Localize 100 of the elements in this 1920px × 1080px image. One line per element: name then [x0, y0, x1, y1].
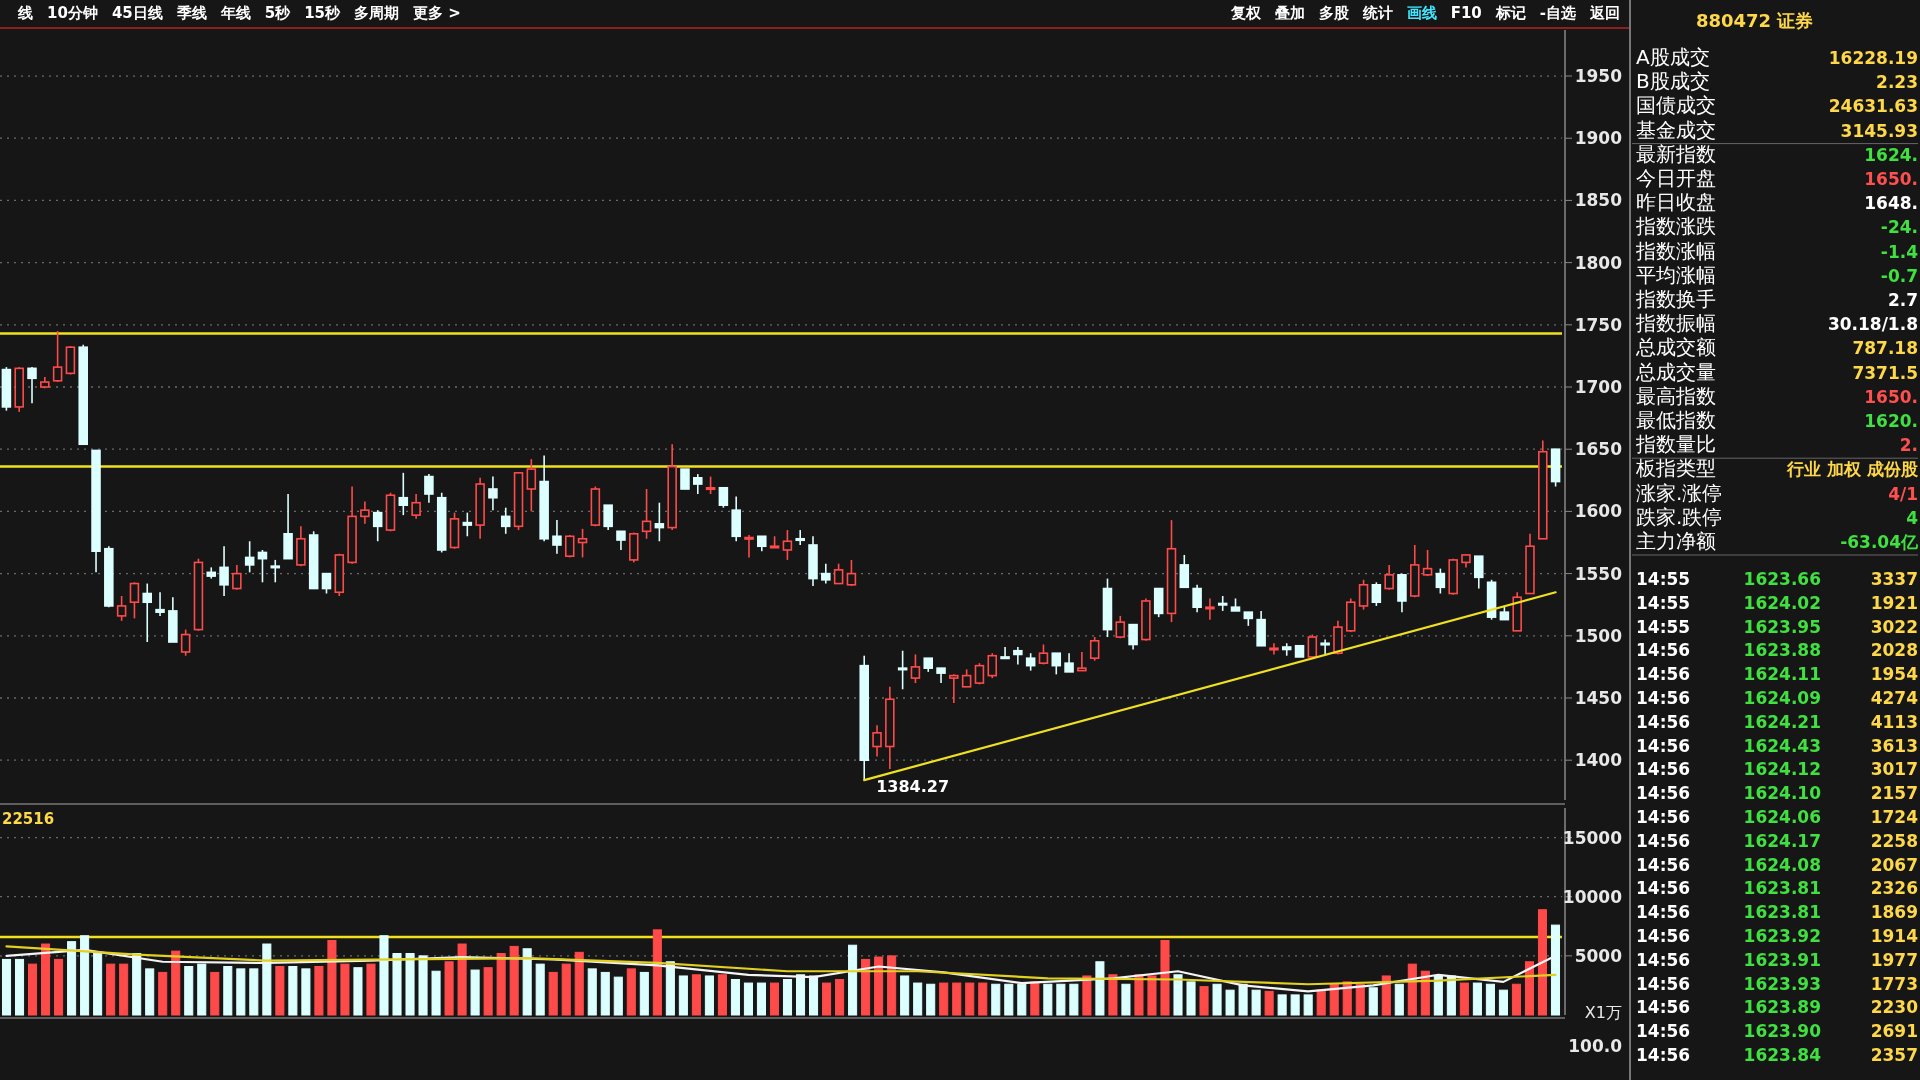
bar	[288, 966, 298, 1016]
data-label: 1624.08	[1743, 854, 1821, 875]
candlestick	[219, 545, 229, 597]
bar	[1511, 983, 1521, 1016]
bar	[483, 967, 493, 1016]
text: 30.18/1.8	[1827, 314, 1918, 335]
candlestick	[1358, 579, 1369, 611]
candlestick	[180, 628, 191, 657]
category-label: 更多 >	[413, 4, 461, 22]
bar	[939, 982, 949, 1016]
bar	[952, 982, 962, 1016]
candlestick	[910, 653, 921, 684]
category-label: 国债成交	[1636, 93, 1716, 118]
category-label: 14:56	[1636, 973, 1691, 994]
category-label: 平均涨幅	[1636, 262, 1716, 287]
text: 行业 加权 成份股	[1787, 459, 1918, 480]
category-label: 14:56	[1636, 783, 1691, 804]
y-tick-label: 1700	[1574, 377, 1623, 398]
bar	[1017, 983, 1027, 1016]
candlestick	[821, 562, 831, 585]
candlestick	[1089, 636, 1100, 662]
text: 16228.19	[1828, 48, 1918, 68]
category-label: 14:56	[1636, 759, 1691, 780]
data-label: 1624.17	[1743, 830, 1821, 851]
data-label: 1623.92	[1743, 926, 1821, 946]
category-label: 画线	[1406, 4, 1437, 22]
bar	[106, 963, 116, 1016]
bar	[1355, 983, 1365, 1016]
text: 4/1	[1888, 483, 1918, 504]
annotation: 1384.27	[876, 776, 950, 796]
bar	[887, 955, 897, 1016]
candlestick	[232, 564, 242, 591]
bar	[171, 950, 181, 1016]
category-label: 14:56	[1636, 640, 1691, 661]
category-label: 最新指数	[1636, 141, 1716, 166]
category-label: 返回	[1589, 4, 1620, 22]
candlestick	[1205, 597, 1215, 621]
bar	[1134, 974, 1144, 1016]
category-label: 季线	[175, 4, 207, 22]
bar	[80, 935, 90, 1016]
candlestick	[872, 724, 882, 758]
data-label: 2230	[1870, 997, 1919, 1018]
bar	[1121, 983, 1131, 1016]
bar	[1147, 975, 1157, 1016]
y-axis-title: X1万	[1584, 1003, 1622, 1022]
y-tick-label: 1750	[1574, 314, 1623, 335]
category-label: 14:56	[1636, 735, 1691, 756]
bar	[1264, 990, 1274, 1016]
bar	[119, 963, 129, 1016]
bar	[1550, 924, 1561, 1016]
category-label: 14:56	[1636, 807, 1691, 827]
bar	[132, 952, 142, 1016]
candlestick	[1064, 652, 1074, 673]
candlestick	[372, 509, 383, 543]
bar	[717, 974, 727, 1016]
bar	[392, 952, 402, 1016]
candlestick	[1192, 584, 1202, 613]
category-label: 线	[17, 4, 33, 22]
bar	[1433, 975, 1443, 1016]
candlestick	[1128, 623, 1138, 651]
text: -0.7	[1880, 265, 1918, 286]
data-label: 1623.90	[1743, 1021, 1822, 1042]
bar	[756, 982, 767, 1016]
category-label: 今日开盘	[1636, 166, 1716, 190]
candlestick	[949, 673, 959, 704]
category-label: 标记	[1494, 4, 1526, 22]
text: 880472 证券	[1696, 10, 1814, 31]
text: 787.18	[1852, 338, 1918, 359]
y-tick-label: 1850	[1574, 190, 1623, 211]
annotation: 22516	[2, 810, 55, 828]
y-tick-label: 1800	[1574, 252, 1623, 273]
data-label: 1623.66	[1743, 569, 1821, 589]
bar	[848, 944, 858, 1016]
candlestick	[577, 528, 588, 559]
bar	[366, 963, 376, 1016]
candlestick	[360, 500, 370, 525]
bar	[1446, 975, 1456, 1016]
data-label: 1624.11	[1743, 664, 1821, 685]
data-label: 1954	[1870, 664, 1919, 685]
bar	[1, 958, 12, 1016]
text: -63.04亿	[1840, 532, 1918, 552]
data-label: 1623.93	[1743, 973, 1821, 994]
bar	[236, 968, 246, 1016]
bar	[965, 982, 975, 1016]
text: 4	[1906, 507, 1918, 528]
candlestick	[1217, 595, 1228, 612]
category-label: 板指类型	[1635, 456, 1716, 481]
category-label: 指数换手	[1635, 287, 1716, 311]
y-tick-label: 1400	[1574, 750, 1623, 771]
candlestick	[693, 473, 703, 495]
bar	[1173, 974, 1183, 1016]
bar	[900, 975, 910, 1016]
candlestick	[1474, 555, 1484, 590]
category-label: 14:56	[1636, 902, 1691, 923]
category-label: 最低指数	[1636, 408, 1716, 432]
candlestick	[1307, 633, 1318, 658]
bar	[522, 948, 532, 1016]
candlestick	[744, 534, 754, 559]
data-label: 1869	[1870, 902, 1918, 923]
candlestick	[641, 488, 652, 540]
